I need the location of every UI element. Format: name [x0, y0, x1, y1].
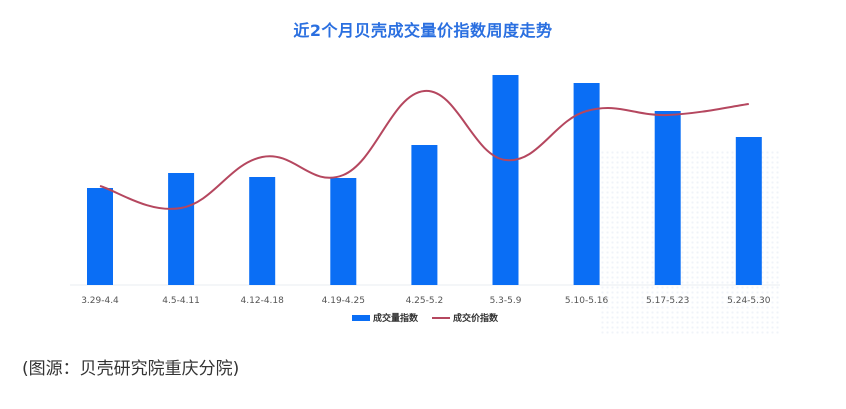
x-tick-label: 4.5-4.11	[162, 296, 200, 306]
legend-item-price: 成交价指数	[432, 311, 498, 324]
x-tick-label: 5.24-5.30	[727, 296, 771, 306]
bar	[330, 178, 357, 285]
x-axis-labels: 3.29-4.4 4.5-4.11 4.12-4.18 4.19-4.25 4.25-5…	[81, 296, 771, 306]
bar-swatch-icon	[352, 314, 370, 321]
x-tick-label: 5.3-5.9	[490, 296, 522, 306]
chart-title: 近2个月贝壳成交量价指数周度走势	[293, 21, 553, 40]
x-tick-label: 4.19-4.25	[322, 296, 365, 306]
bar	[492, 75, 519, 285]
x-tick-label: 5.10-5.16	[565, 296, 609, 306]
bar	[654, 111, 681, 285]
bar	[168, 173, 195, 285]
chart-card: 近2个月贝壳成交量价指数周度走势 3.29-4.4 4.5-4.11 4.12-4.…	[70, 21, 780, 335]
bar	[573, 83, 600, 285]
legend-item-volume: 成交量指数	[352, 311, 418, 324]
x-tick-label: 3.29-4.4	[81, 296, 119, 306]
chart-plot: 3.29-4.4 4.5-4.11 4.12-4.18 4.19-4.25 4.25-5…	[70, 75, 780, 306]
bar	[411, 145, 438, 285]
source-caption: (图源：贝壳研究院重庆分院)	[22, 359, 240, 379]
line-swatch-icon	[432, 316, 451, 319]
bar	[87, 188, 113, 285]
bar-series	[87, 75, 762, 285]
bar	[735, 137, 762, 285]
line-series	[99, 89, 749, 210]
x-tick-label: 4.12-4.18	[241, 296, 285, 306]
x-tick-label: 4.25-5.2	[406, 296, 444, 306]
legend-label-volume: 成交量指数	[373, 314, 419, 324]
x-tick-label: 5.17-5.23	[646, 296, 689, 306]
legend-label-price: 成交价指数	[453, 314, 499, 324]
legend: 成交量指数 成交价指数	[352, 311, 498, 324]
bar	[249, 177, 276, 285]
